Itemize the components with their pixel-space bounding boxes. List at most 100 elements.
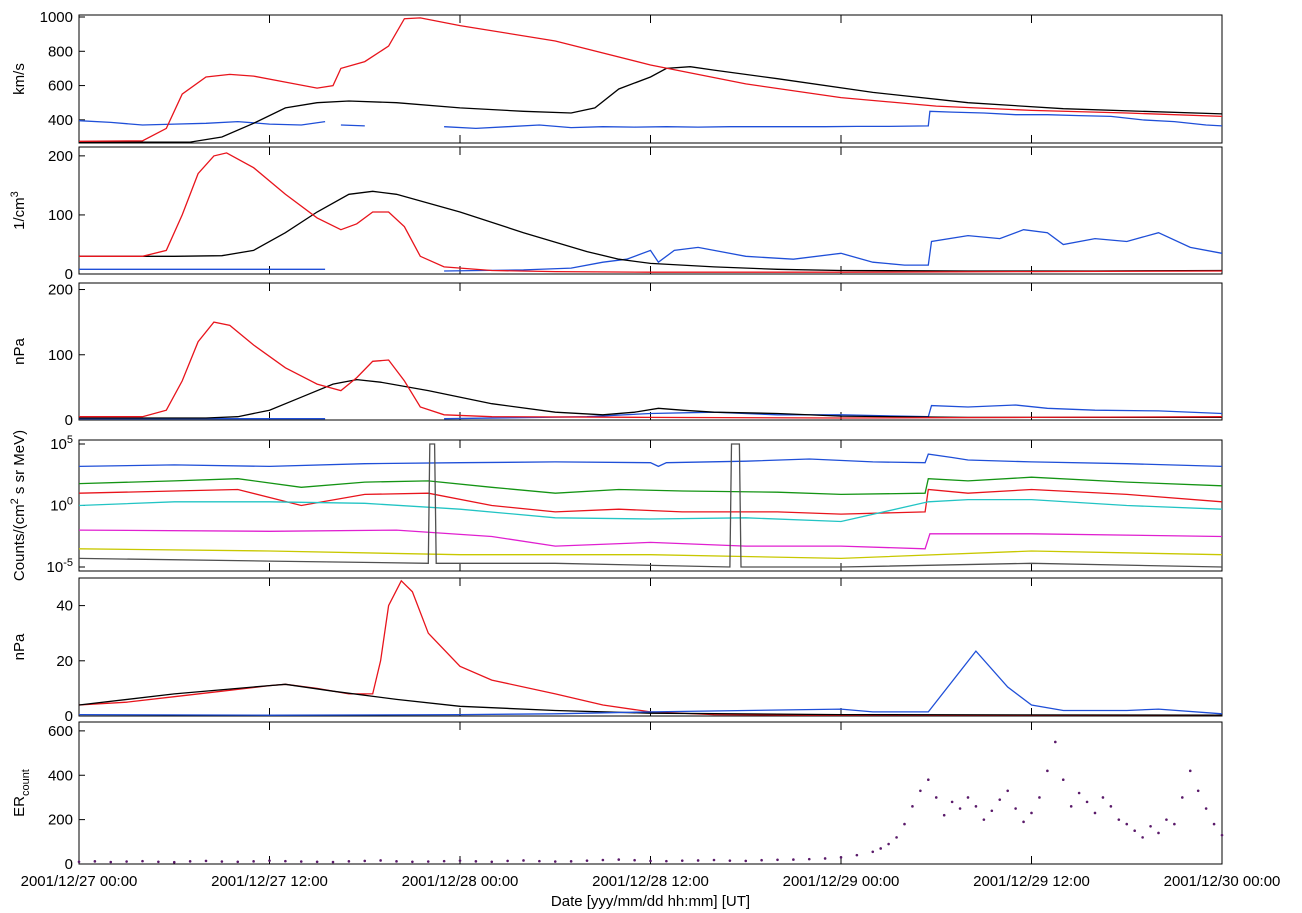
point <box>966 796 970 799</box>
point <box>220 860 224 863</box>
y-tick-label: 200 <box>48 812 73 829</box>
series-line <box>78 579 1222 716</box>
x-axis-label: Date [yyy/mm/dd hh:mm] [UT] <box>551 893 750 910</box>
series-line <box>78 650 1223 716</box>
point <box>141 859 144 863</box>
plot-frame <box>78 577 1223 717</box>
point <box>879 847 882 850</box>
point <box>1101 796 1105 799</box>
point <box>680 859 684 862</box>
plot-frame <box>78 282 1223 421</box>
point <box>331 860 335 864</box>
y-tick-label: 0 <box>65 266 73 283</box>
point <box>1069 805 1073 808</box>
point <box>990 809 994 813</box>
point <box>522 859 525 862</box>
point <box>1077 791 1081 795</box>
series-line <box>78 488 1223 515</box>
point <box>553 860 557 863</box>
series-line <box>79 66 1223 143</box>
point <box>569 860 573 863</box>
point <box>204 859 208 863</box>
point <box>760 858 763 862</box>
y-tick-label: 105 <box>50 434 73 453</box>
y-tick-label: 1000 <box>40 9 73 26</box>
point <box>411 860 414 864</box>
series-line <box>79 152 1223 273</box>
y-tick-label: 600 <box>48 723 73 740</box>
point <box>1196 789 1200 793</box>
y-tick-label: 0 <box>65 412 73 429</box>
point <box>157 860 160 864</box>
y-axis-label: Counts/(cm2 s sr MeV) <box>9 430 28 581</box>
series-line <box>79 404 1223 420</box>
y-axis-label: nPa <box>11 633 28 660</box>
point <box>927 778 930 781</box>
point <box>93 860 97 863</box>
point <box>1046 769 1049 773</box>
point <box>1022 820 1025 824</box>
point <box>1133 829 1136 833</box>
plot-frame <box>78 721 1223 865</box>
point <box>855 853 859 857</box>
series-line <box>79 378 1222 419</box>
x-tick-label: 2001/12/29 12:00 <box>973 873 1090 890</box>
point <box>792 858 795 861</box>
point <box>1109 805 1113 808</box>
y-tick-label: 200 <box>48 282 73 299</box>
series-line <box>78 476 1223 496</box>
point <box>188 860 192 863</box>
point <box>665 859 668 863</box>
y-tick-label: 100 <box>48 347 73 364</box>
series-line <box>78 453 1223 468</box>
series-line <box>79 190 1223 272</box>
point <box>776 858 779 862</box>
point <box>617 858 621 861</box>
point <box>1204 807 1208 810</box>
point <box>974 805 978 808</box>
point <box>1141 836 1144 839</box>
y-tick-label: 0 <box>65 708 73 725</box>
point <box>807 857 811 861</box>
point <box>1220 833 1224 837</box>
point <box>958 807 962 810</box>
point <box>474 860 478 863</box>
point <box>1181 796 1184 799</box>
y-tick-label: 20 <box>56 653 73 670</box>
y-axis-label: ERcount <box>11 769 32 817</box>
point <box>839 856 843 859</box>
x-tick-label: 2001/12/29 00:00 <box>783 873 900 890</box>
point <box>585 859 589 862</box>
point <box>77 860 81 864</box>
point <box>744 859 748 863</box>
point <box>125 860 128 863</box>
point <box>1061 778 1065 781</box>
series-line <box>78 548 1223 560</box>
point <box>712 858 716 862</box>
series-line <box>78 498 1223 523</box>
point <box>934 796 938 799</box>
point <box>1093 811 1097 815</box>
point <box>1038 796 1041 799</box>
point <box>823 857 827 860</box>
point <box>1006 789 1009 793</box>
y-axis-label: 1/cm3 <box>9 191 28 230</box>
point <box>696 859 700 862</box>
series-line <box>78 17 1223 142</box>
point <box>887 842 890 846</box>
point <box>871 850 875 854</box>
y-tick-label: 600 <box>48 78 73 95</box>
y-tick-label: 800 <box>48 43 73 60</box>
point <box>252 860 255 863</box>
point <box>1030 811 1033 815</box>
x-tick-label: 2001/12/28 00:00 <box>402 873 519 890</box>
x-tick-label: 2001/12/30 00:00 <box>1164 873 1281 890</box>
y-axis-label: nPa <box>11 338 28 365</box>
y-tick-label: 40 <box>56 598 73 615</box>
y-axis-label: km/s <box>11 63 28 95</box>
point <box>998 798 1002 801</box>
point <box>172 860 176 864</box>
point <box>1157 831 1160 835</box>
y-tick-label: 100 <box>48 207 73 224</box>
